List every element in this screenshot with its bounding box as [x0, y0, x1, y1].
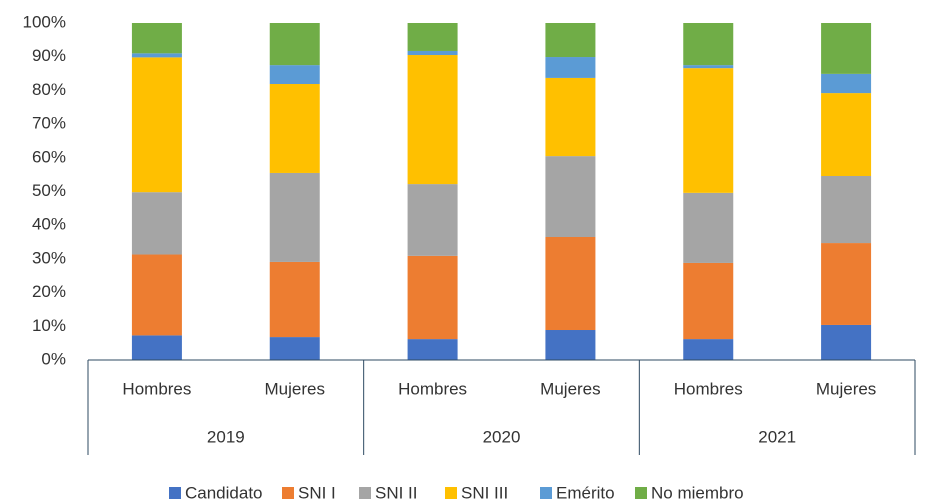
y-tick-label: 70%	[32, 114, 66, 133]
y-tick-label: 90%	[32, 46, 66, 65]
y-tick-label: 20%	[32, 282, 66, 301]
y-tick-label: 10%	[32, 316, 66, 335]
legend-label: Candidato	[185, 483, 263, 502]
bar-segment	[821, 324, 872, 360]
x-tick-label: Mujeres	[540, 379, 600, 398]
legend-swatch	[282, 487, 294, 499]
bar-segment	[545, 330, 596, 360]
x-tick-label: Mujeres	[816, 379, 876, 398]
bar-segment	[683, 65, 734, 69]
bar-segment	[131, 254, 182, 336]
bar-segment	[407, 255, 458, 340]
group-label: 2021	[758, 427, 796, 446]
legend-label: SNI III	[461, 483, 508, 502]
bar-segment	[821, 175, 872, 244]
bar-segment	[131, 335, 182, 360]
bar-segment	[407, 23, 458, 51]
bar-segment	[683, 192, 734, 263]
bar-segment	[407, 184, 458, 256]
bar-segment	[683, 23, 734, 66]
x-tick-label: Mujeres	[265, 379, 325, 398]
legend-label: SNI II	[375, 483, 418, 502]
bar-segment	[131, 23, 182, 54]
bar-segment	[269, 261, 320, 338]
bar-segment	[269, 337, 320, 360]
bar-segment	[269, 65, 320, 84]
y-tick-label: 40%	[32, 215, 66, 234]
bar-segment	[545, 156, 596, 237]
bar-segment	[821, 93, 872, 176]
bar-segment	[269, 172, 320, 262]
bar-segment	[131, 53, 182, 58]
legend-label: SNI I	[298, 483, 336, 502]
bar-segment	[545, 57, 596, 78]
legend-swatch	[445, 487, 457, 499]
y-tick-label: 100%	[23, 12, 66, 31]
bar-segment	[407, 339, 458, 360]
bar-segment	[269, 83, 320, 173]
x-tick-label: Hombres	[674, 379, 743, 398]
legend-swatch	[540, 487, 552, 499]
bar-segment	[269, 23, 320, 66]
bar-segment	[545, 23, 596, 58]
bar-segment	[545, 236, 596, 331]
y-tick-label: 60%	[32, 147, 66, 166]
y-tick-label: 0%	[41, 349, 66, 368]
group-label: 2020	[483, 427, 521, 446]
bar-segment	[131, 192, 182, 255]
legend-swatch	[169, 487, 181, 499]
bar-segment	[131, 57, 182, 193]
bar-segment	[407, 50, 458, 56]
bar-segment	[821, 23, 872, 74]
y-tick-label: 30%	[32, 248, 66, 267]
bar-segment	[683, 262, 734, 340]
group-label: 2019	[207, 427, 245, 446]
legend-swatch	[635, 487, 647, 499]
bar-segment	[683, 339, 734, 360]
bar-segment	[407, 55, 458, 185]
x-tick-label: Hombres	[398, 379, 467, 398]
bar-segment	[545, 77, 596, 157]
x-tick-label: Hombres	[122, 379, 191, 398]
legend-swatch	[359, 487, 371, 499]
bar-segment	[821, 243, 872, 325]
legend-label: No miembro	[651, 483, 744, 502]
legend-label: Emérito	[556, 483, 615, 502]
y-tick-label: 50%	[32, 181, 66, 200]
bar-segment	[821, 73, 872, 94]
bar-segment	[683, 68, 734, 193]
y-tick-label: 80%	[32, 80, 66, 99]
